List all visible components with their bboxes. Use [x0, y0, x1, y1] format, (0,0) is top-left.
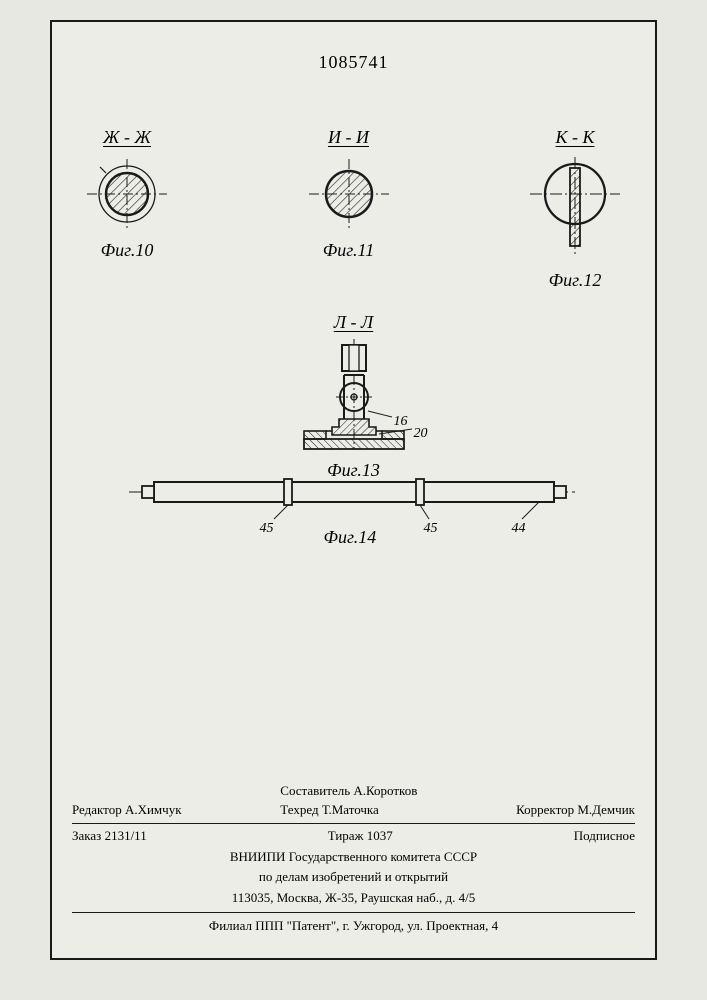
section-zh-zh: Ж - Ж Фиг.10 — [82, 127, 172, 291]
order-num: 2131/11 — [105, 828, 147, 843]
callout-20: 20 — [414, 426, 428, 442]
footer-rule — [72, 912, 635, 913]
editor-label: Редактор — [72, 802, 122, 817]
fig14-svg — [124, 467, 584, 527]
footer-credits-row: Редактор А.Химчук Составитель А.Коротков… — [72, 782, 635, 824]
editor-col: Редактор А.Химчук — [72, 782, 182, 820]
fig12-svg — [525, 154, 625, 264]
cross-sections-row: Ж - Ж Фиг.10 И - И — [82, 127, 625, 291]
org-line1: ВНИИПИ Государственного комитета СССР — [72, 848, 635, 867]
callout-44: 44 — [512, 521, 526, 537]
order-label: Заказ — [72, 828, 101, 843]
fig11-svg — [304, 154, 394, 234]
org-line2: по делам изобретений и открытий — [72, 868, 635, 887]
section-label: Ж - Ж — [103, 127, 151, 148]
corrector-col: Корректор М.Демчик — [516, 782, 635, 820]
techred-name: Т.Маточка — [322, 802, 379, 817]
fig14-block: 45 Фиг.14 45 44 — [52, 467, 655, 547]
section-k-k: К - К Фиг.12 — [525, 127, 625, 291]
section-i-i: И - И Фиг.11 — [304, 127, 394, 291]
order-col: Заказ 2131/11 — [72, 827, 147, 846]
podpisnoe: Подписное — [574, 827, 635, 846]
callout-45-left: 45 — [260, 521, 274, 537]
compiler-name: А.Коротков — [353, 783, 417, 798]
tirazh-col: Тираж 1037 — [328, 827, 393, 846]
fig-label: Фиг.14 — [324, 527, 377, 548]
footer-colophon: Редактор А.Химчук Составитель А.Коротков… — [72, 782, 635, 936]
callout-45-mid: 45 — [424, 521, 438, 537]
section-label: Л - Л — [334, 312, 373, 333]
fig-label: Фиг.12 — [549, 270, 602, 291]
editor-name: А.Химчук — [125, 802, 182, 817]
patent-number: 1085741 — [52, 52, 655, 73]
corrector-label: Корректор — [516, 802, 574, 817]
tirazh-num: 1037 — [367, 828, 393, 843]
compiler-label: Составитель — [280, 783, 350, 798]
corrector-name: М.Демчик — [577, 802, 635, 817]
page-frame: 1085741 Ж - Ж Фиг.10 — [50, 20, 657, 960]
fig10-svg — [82, 154, 172, 234]
section-label: К - К — [556, 127, 595, 148]
address-line: 113035, Москва, Ж-35, Раушская наб., д. … — [72, 889, 635, 908]
footer-order-row: Заказ 2131/11 Тираж 1037 Подписное — [72, 827, 635, 846]
branch-line: Филиал ППП "Патент", г. Ужгород, ул. Про… — [72, 917, 635, 936]
fig13-svg — [244, 339, 464, 464]
section-label: И - И — [328, 127, 369, 148]
fig-label: Фиг.11 — [323, 240, 374, 261]
fig-label: Фиг.10 — [101, 240, 154, 261]
fig13-block: Л - Л — [52, 312, 655, 481]
callout-16: 16 — [394, 414, 408, 430]
techred-label: Техред — [280, 802, 318, 817]
compiler-col: Составитель А.Коротков Техред Т.Маточка — [280, 782, 417, 820]
tirazh-label: Тираж — [328, 828, 364, 843]
